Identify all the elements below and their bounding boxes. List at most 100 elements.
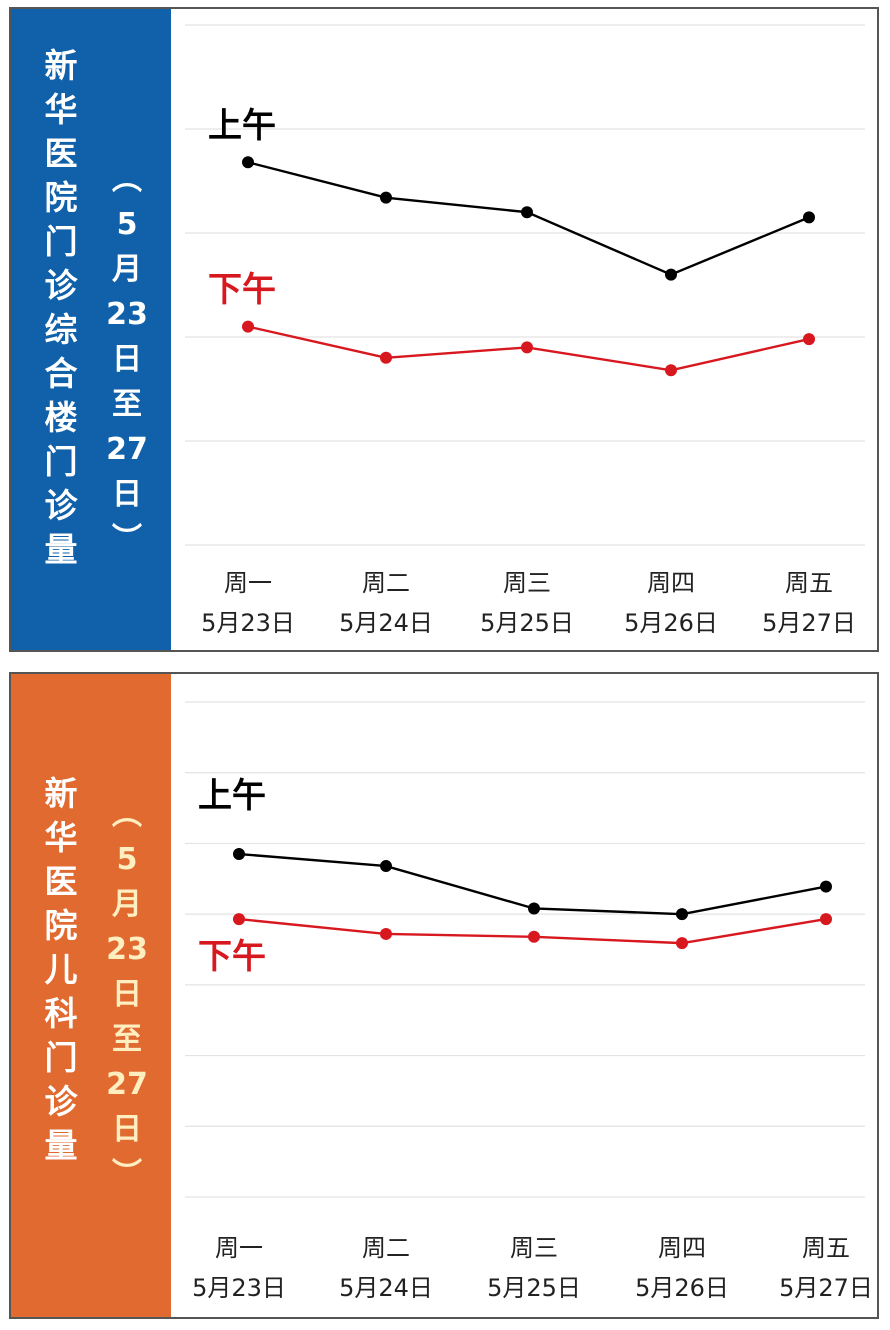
title-char: 医 bbox=[44, 862, 78, 901]
subtitle-char: 27 bbox=[106, 432, 148, 467]
title-char: 科 bbox=[44, 994, 78, 1033]
title-char: 华 bbox=[44, 818, 78, 857]
subtitle-char: 5 bbox=[116, 207, 138, 242]
x-tick-label: 周三 5月25日 bbox=[469, 1228, 599, 1308]
chart-title: 新华医院儿科门诊量 bbox=[41, 777, 81, 1173]
series-label-morning: 上午 bbox=[208, 106, 276, 146]
subtitle-char: 27 bbox=[106, 1067, 148, 1102]
title-char: 合 bbox=[44, 354, 78, 393]
subtitle-char: 至 bbox=[112, 387, 142, 422]
subtitle-char: 日 bbox=[112, 1112, 142, 1147]
x-tick-day: 周三 bbox=[510, 1234, 558, 1262]
subtitle-char: 日 bbox=[112, 977, 142, 1012]
data-point-afternoon bbox=[676, 937, 688, 950]
title-char: 儿 bbox=[44, 950, 78, 989]
x-tick-day: 周一 bbox=[224, 569, 272, 597]
data-point-afternoon bbox=[803, 333, 815, 346]
x-tick-label: 周二 5月24日 bbox=[321, 1228, 451, 1308]
x-tick-date: 5月24日 bbox=[339, 609, 433, 637]
data-point-morning bbox=[521, 206, 533, 219]
data-point-morning bbox=[665, 268, 677, 281]
chart-subtitle: ︵ 5 月 23 日至 27 日 ︶ bbox=[105, 165, 149, 570]
data-point-morning bbox=[233, 848, 245, 861]
subtitle-char: 23 bbox=[106, 932, 148, 967]
x-tick-date: 5月23日 bbox=[192, 1274, 286, 1302]
subtitle-char: 日 bbox=[112, 477, 142, 512]
x-tick-label: 周四 5月26日 bbox=[617, 1228, 747, 1308]
x-tick-label: 周一 5月23日 bbox=[174, 1228, 304, 1308]
outpatient-building-title-bar: 新华医院门诊综合楼门诊量 ︵ 5 月 23 日至 27 日 ︶ bbox=[11, 9, 171, 650]
x-tick-date: 5月27日 bbox=[762, 609, 856, 637]
x-tick-label: 周一 5月23日 bbox=[183, 563, 313, 643]
series-label-afternoon: 下午 bbox=[208, 270, 276, 310]
x-tick-date: 5月25日 bbox=[480, 609, 574, 637]
x-tick-label: 周四 5月26日 bbox=[606, 563, 736, 643]
subtitle-char: 至 bbox=[112, 1022, 142, 1057]
pediatrics-chart-panel: 新华医院儿科门诊量 ︵ 5 月 23 日至 27 日 ︶ 上午 下午 周一 5月23日 周二 5月24… bbox=[9, 672, 879, 1319]
x-tick-date: 5月26日 bbox=[635, 1274, 729, 1302]
data-point-morning bbox=[380, 191, 392, 204]
subtitle-char: 5 bbox=[116, 842, 138, 877]
subtitle-char: ︵ bbox=[112, 797, 142, 832]
subtitle-char: ︶ bbox=[112, 1157, 142, 1192]
data-point-morning bbox=[676, 908, 688, 921]
title-char: 门 bbox=[44, 1038, 78, 1077]
title-char: 门 bbox=[44, 442, 78, 481]
subtitle-char: ︵ bbox=[112, 162, 142, 197]
title-char: 诊 bbox=[44, 1082, 78, 1121]
x-tick-date: 5月23日 bbox=[201, 609, 295, 637]
data-point-afternoon bbox=[380, 927, 392, 940]
outpatient-building-x-axis-labels: 周一 5月23日 周二 5月24日 周三 5月25日 周四 5月26日 周五 5月27日 bbox=[171, 559, 877, 650]
chart-title: 新华医院门诊综合楼门诊量 bbox=[41, 49, 81, 577]
x-tick-date: 5月24日 bbox=[339, 1274, 433, 1302]
title-char: 综 bbox=[44, 310, 78, 349]
title-char: 新 bbox=[44, 46, 78, 85]
x-tick-date: 5月25日 bbox=[487, 1274, 581, 1302]
title-char: 诊 bbox=[44, 266, 78, 305]
data-point-afternoon bbox=[242, 320, 254, 333]
pediatrics-title-bar: 新华医院儿科门诊量 ︵ 5 月 23 日至 27 日 ︶ bbox=[11, 674, 171, 1317]
subtitle-char: 日 bbox=[112, 342, 142, 377]
x-tick-label: 周二 5月24日 bbox=[321, 563, 451, 643]
x-tick-label: 周三 5月25日 bbox=[462, 563, 592, 643]
x-tick-day: 周五 bbox=[802, 1234, 850, 1262]
series-line-morning bbox=[247, 161, 810, 276]
x-tick-label: 周五 5月27日 bbox=[744, 563, 874, 643]
title-char: 新 bbox=[44, 774, 78, 813]
x-tick-date: 5月27日 bbox=[779, 1274, 873, 1302]
subtitle-char: 月 bbox=[112, 887, 142, 922]
title-char: 量 bbox=[44, 530, 78, 569]
title-char: 门 bbox=[44, 222, 78, 261]
series-label-morning: 上午 bbox=[198, 776, 266, 816]
subtitle-char: 月 bbox=[112, 252, 142, 287]
data-point-afternoon bbox=[528, 930, 540, 943]
data-point-afternoon bbox=[380, 351, 392, 364]
x-tick-label: 周五 5月27日 bbox=[761, 1228, 890, 1308]
data-point-afternoon bbox=[233, 913, 245, 926]
title-char: 量 bbox=[44, 1126, 78, 1165]
chart-subtitle: ︵ 5 月 23 日至 27 日 ︶ bbox=[105, 800, 149, 1205]
title-char: 华 bbox=[44, 90, 78, 129]
x-tick-day: 周三 bbox=[503, 569, 551, 597]
x-tick-day: 周五 bbox=[785, 569, 833, 597]
x-tick-day: 周四 bbox=[658, 1234, 706, 1262]
data-point-afternoon bbox=[665, 364, 677, 377]
pediatrics-x-axis-labels: 周一 5月23日 周二 5月24日 周三 5月25日 周四 5月26日 周五 5月27日 bbox=[171, 1224, 877, 1317]
data-point-morning bbox=[528, 902, 540, 915]
data-point-morning bbox=[242, 156, 254, 169]
x-tick-day: 周四 bbox=[647, 569, 695, 597]
title-char: 诊 bbox=[44, 486, 78, 525]
x-tick-day: 周二 bbox=[362, 1234, 410, 1262]
data-point-afternoon bbox=[820, 913, 832, 926]
data-point-morning bbox=[803, 211, 815, 224]
x-tick-day: 周一 bbox=[215, 1234, 263, 1262]
x-tick-day: 周二 bbox=[362, 569, 410, 597]
outpatient-building-chart-panel: 新华医院门诊综合楼门诊量 ︵ 5 月 23 日至 27 日 ︶ 上午 下午 周一 5月23日 周二 5… bbox=[9, 7, 879, 652]
title-char: 医 bbox=[44, 134, 78, 173]
subtitle-char: 23 bbox=[106, 297, 148, 332]
data-point-morning bbox=[820, 880, 832, 893]
title-char: 院 bbox=[44, 906, 78, 945]
x-tick-date: 5月26日 bbox=[624, 609, 718, 637]
title-char: 楼 bbox=[44, 398, 78, 437]
